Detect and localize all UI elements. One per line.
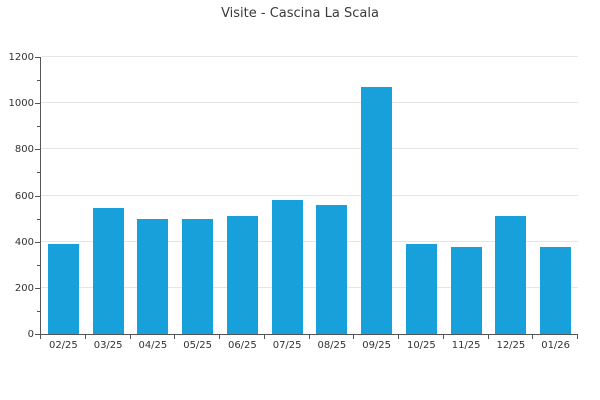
plot-area [41, 56, 578, 334]
x-axis-tick-label: 01/26 [541, 340, 571, 351]
bar-01/26 [540, 247, 572, 334]
y-axis-major-tick [35, 103, 40, 105]
y-axis-minor-tick [37, 80, 40, 82]
y-axis-tick-label: 800 [14, 144, 34, 156]
bar-07/25 [271, 200, 303, 334]
x-axis-tick [442, 335, 444, 339]
y-axis-minor-tick [37, 264, 40, 266]
x-axis-line [40, 334, 578, 335]
gridline [41, 194, 578, 196]
y-axis-major-tick [35, 241, 40, 243]
x-axis-tick [532, 335, 534, 339]
x-axis-tick [84, 335, 86, 339]
y-axis-major-tick [35, 287, 40, 289]
bar-06/25 [226, 216, 258, 334]
x-axis-tick-label: 03/25 [93, 340, 123, 351]
y-axis-tick-label: 600 [14, 190, 34, 202]
y-axis-major-tick [35, 149, 40, 151]
y-axis-minor-tick [37, 126, 40, 128]
x-axis-tick-label: 04/25 [138, 340, 168, 351]
x-axis-tick [487, 335, 489, 339]
x-axis-tick-label: 09/25 [362, 340, 392, 351]
y-axis-tick-label: 200 [14, 282, 34, 294]
y-axis-major-tick [35, 195, 40, 197]
gridline [41, 240, 578, 242]
x-axis-tick-label: 11/25 [451, 340, 481, 351]
bar-11/25 [450, 247, 482, 334]
x-axis-tick-label: 05/25 [183, 340, 213, 351]
bar-10/25 [405, 243, 437, 334]
bar-09/25 [361, 87, 393, 334]
x-axis-tick [174, 335, 176, 339]
x-axis-tick [129, 335, 131, 339]
x-axis-tick-label: 06/25 [227, 340, 257, 351]
bar-05/25 [182, 218, 214, 334]
x-axis-tick-label: 10/25 [406, 340, 436, 351]
y-axis-minor-tick [37, 310, 40, 312]
y-axis-tick-label: 400 [14, 236, 34, 248]
x-axis-tick [308, 335, 310, 339]
x-axis-tick [263, 335, 265, 339]
gridline [41, 56, 578, 57]
bar-04/25 [137, 218, 169, 334]
bar-08/25 [316, 204, 348, 334]
y-axis-minor-tick [37, 172, 40, 174]
gridline [41, 286, 578, 288]
y-axis-tick-label: 1200 [8, 52, 34, 63]
y-axis-tick-label: 0 [27, 329, 34, 340]
y-axis-minor-tick [37, 218, 40, 220]
y-axis-major-tick [35, 334, 40, 335]
x-axis-tick-label: 08/25 [317, 340, 347, 351]
x-axis-tick [577, 335, 578, 339]
y-axis-tick-label: 1000 [8, 98, 34, 110]
x-axis-tick [40, 335, 41, 339]
y-axis-line [40, 57, 41, 335]
x-axis-tick-label: 07/25 [272, 340, 302, 351]
gridline [41, 102, 578, 104]
y-axis-major-tick [35, 57, 40, 58]
x-axis-tick [353, 335, 355, 339]
bar-02/25 [47, 243, 79, 334]
bar-03/25 [92, 208, 124, 334]
x-axis-tick [398, 335, 399, 339]
x-axis-tick-label: 02/25 [48, 340, 78, 351]
bar-12/25 [495, 216, 527, 334]
x-axis-tick-label: 12/25 [496, 340, 526, 351]
x-axis-tick [219, 335, 220, 339]
chart-title: Visite - Cascina La Scala [221, 6, 379, 21]
gridline [41, 148, 578, 150]
